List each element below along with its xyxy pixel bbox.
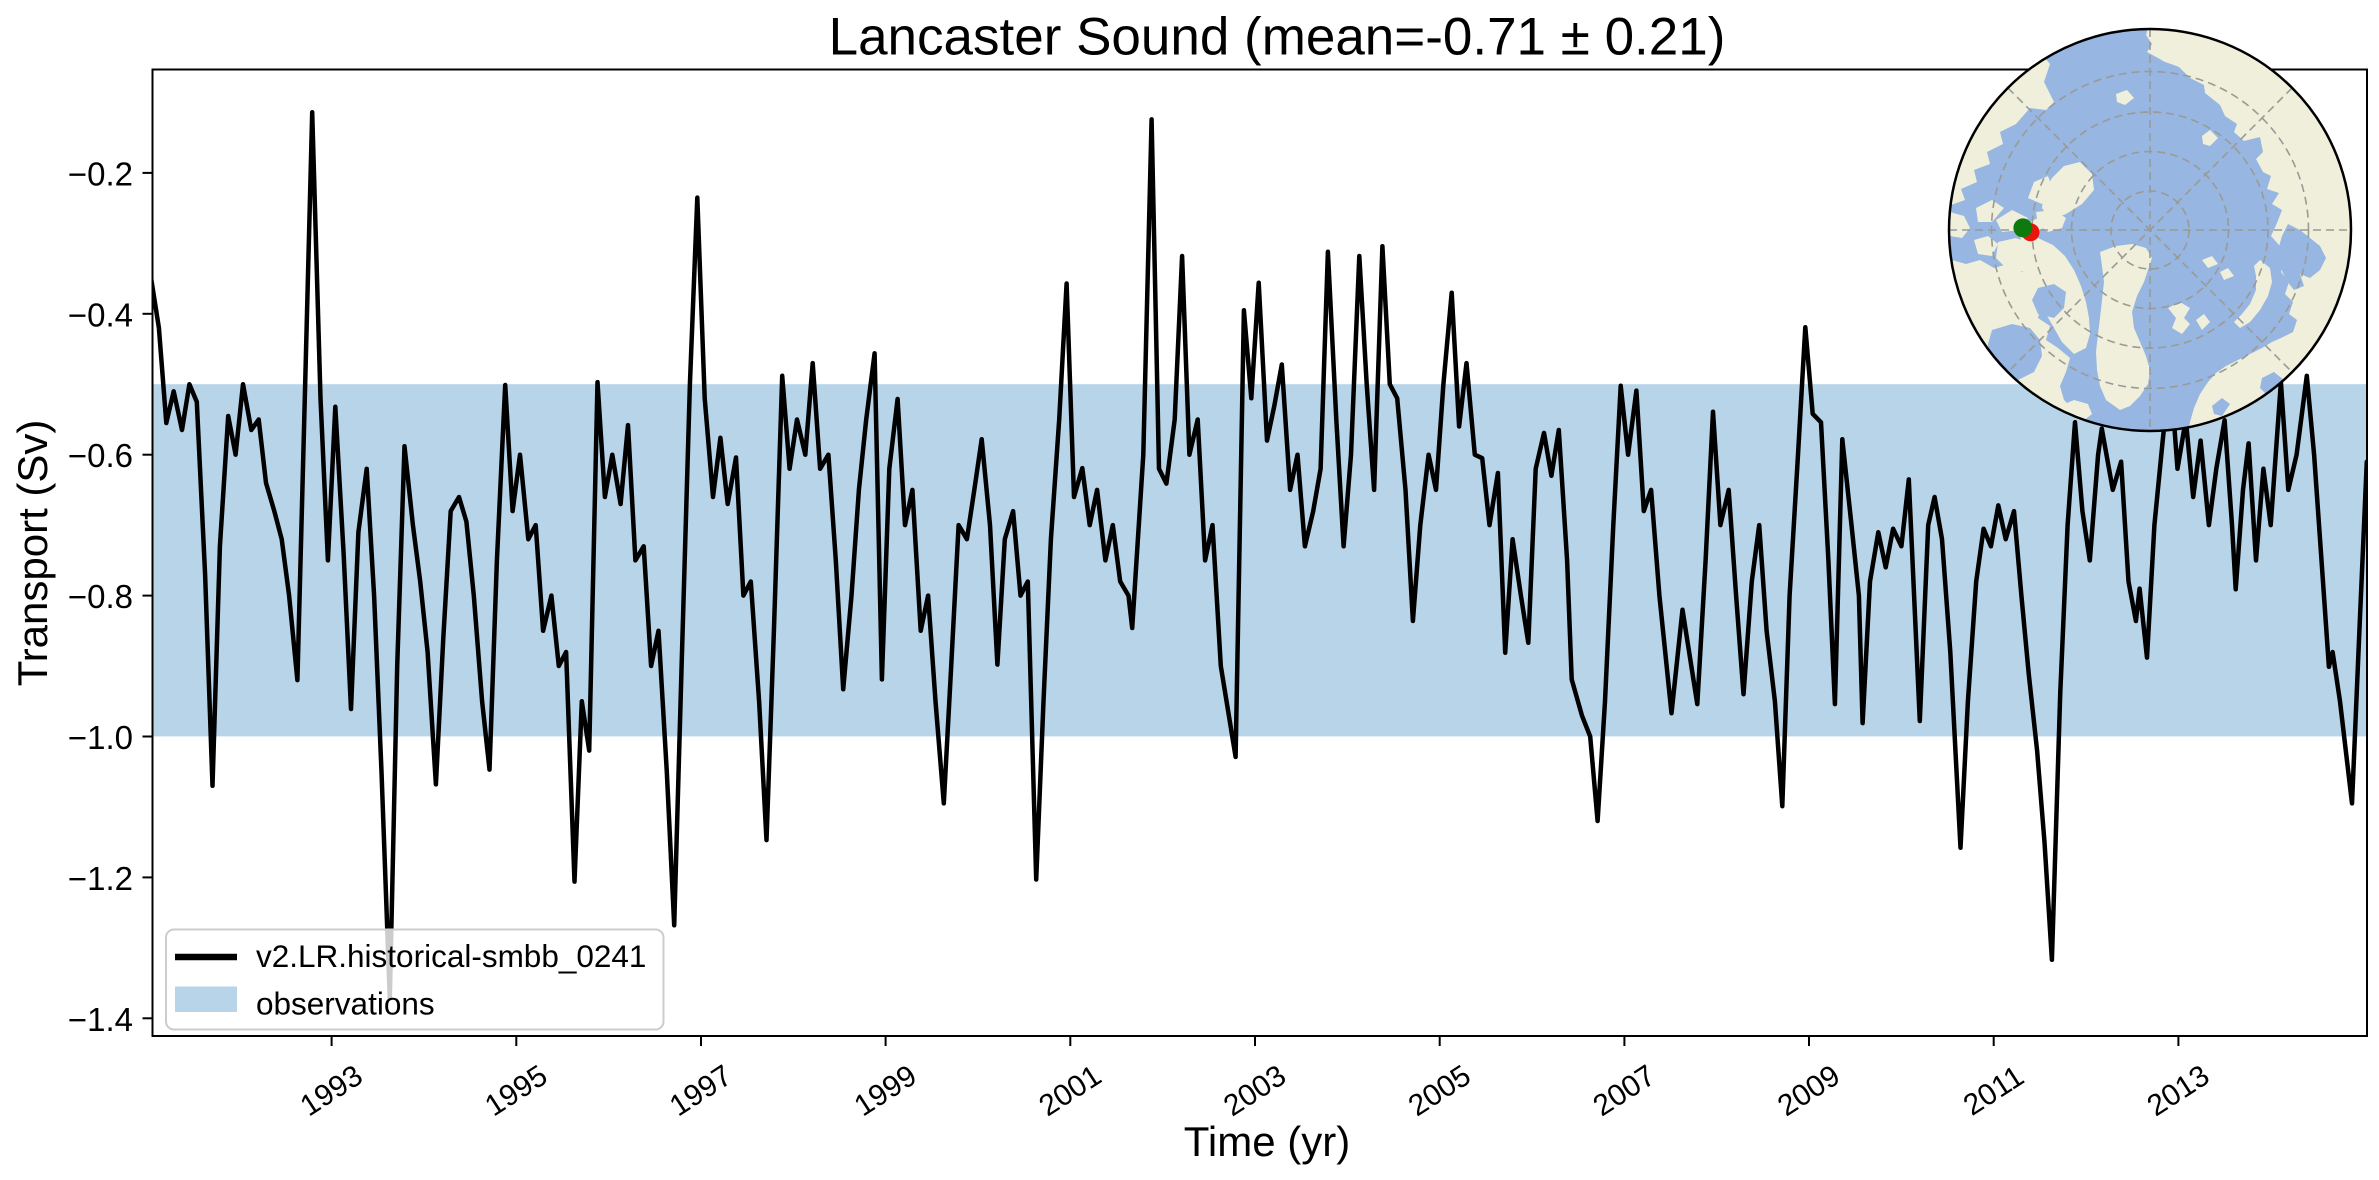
svg-text:−0.8: −0.8 [68,578,133,615]
svg-text:−1.0: −1.0 [68,719,133,756]
svg-text:Transport (Sv): Transport (Sv) [9,420,56,687]
svg-text:−1.2: −1.2 [68,860,133,897]
svg-text:observations: observations [256,986,435,1022]
svg-text:−0.2: −0.2 [68,155,133,192]
svg-text:−0.6: −0.6 [68,437,133,474]
svg-text:−1.4: −1.4 [68,1001,133,1038]
svg-text:−0.4: −0.4 [68,296,133,333]
svg-text:v2.LR.historical-smbb_0241: v2.LR.historical-smbb_0241 [256,938,646,974]
svg-text:Time (yr): Time (yr) [1184,1118,1350,1165]
svg-text:Lancaster Sound (mean=-0.71 ±: Lancaster Sound (mean=-0.71 ± 0.21) [829,8,1726,67]
